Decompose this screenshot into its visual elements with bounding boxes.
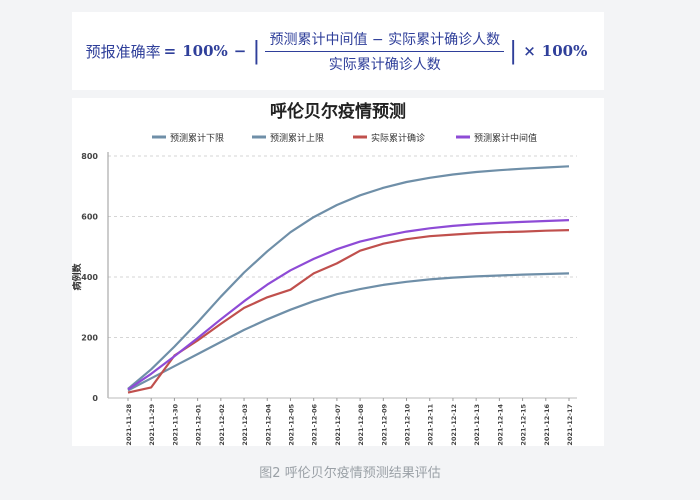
y-tick-label-800: 800 <box>81 152 98 161</box>
legend-label-2: 预测累计上限 <box>270 132 324 144</box>
formula-panel: 预报准确率 = 100% − | 预测累计中间值 − 实际累计确诊人数 实际累计… <box>72 12 604 90</box>
legend-label-3: 实际累计确诊 <box>371 132 425 144</box>
chart-panel: 呼伦贝尔疫情预测预测累计下限 预测累计上限 实际累计确诊 预测累计中间值 0 200 400… <box>72 98 604 446</box>
x-tick-label-3: 2021-11-30 <box>171 404 179 446</box>
chart-title: 呼伦贝尔疫情预测 <box>270 101 406 122</box>
series-line-3 <box>127 229 570 394</box>
x-tick-label-15: 2021-12-12 <box>450 404 458 446</box>
formula-numerator: 预测累计中间值 − 实际累计确诊人数 <box>265 29 505 52</box>
y-tick-label-400: 400 <box>81 273 98 282</box>
x-tick-label-16: 2021-12-13 <box>473 404 481 446</box>
x-tick-label-2: 2021-11-29 <box>148 404 156 446</box>
series-line-2 <box>127 165 570 390</box>
formula-equals: = <box>163 42 177 60</box>
x-tick-label-20: 2021-12-17 <box>566 404 574 446</box>
x-tick-label-7: 2021-12-04 <box>264 404 272 446</box>
legend-label-4: 预测累计中间值 <box>474 132 537 144</box>
x-tick-label-18: 2021-12-15 <box>520 404 528 446</box>
y-tick-label-600: 600 <box>81 213 98 222</box>
x-tick-label-6: 2021-12-03 <box>241 404 249 446</box>
series-line-1 <box>127 272 570 392</box>
formula-abs-left: | <box>252 37 261 65</box>
accuracy-formula: 预报准确率 = 100% − | 预测累计中间值 − 实际累计确诊人数 实际累计… <box>72 12 604 90</box>
x-tick-label-8: 2021-12-05 <box>287 404 295 446</box>
x-tick-label-1: 2021-11-28 <box>125 404 133 446</box>
x-tick-label-13: 2021-12-10 <box>404 404 412 446</box>
formula-lhs: 预报准确率 <box>85 42 161 61</box>
x-tick-label-19: 2021-12-16 <box>543 404 551 446</box>
figure-caption: 图2 呼伦贝尔疫情预测结果评估 <box>259 466 441 481</box>
y-axis-label: 病例数 <box>72 263 83 291</box>
formula-fraction: 预测累计中间值 − 实际累计确诊人数 实际累计确诊人数 <box>265 29 505 74</box>
x-tick-label-9: 2021-12-06 <box>311 404 319 446</box>
formula-denominator: 实际累计确诊人数 <box>328 56 441 73</box>
y-tick-label-200: 200 <box>81 334 98 343</box>
x-tick-label-12: 2021-12-09 <box>380 404 388 446</box>
x-tick-label-11: 2021-12-08 <box>357 404 365 446</box>
x-tick-label-14: 2021-12-11 <box>427 404 435 446</box>
formula-hundred-percent-2: 100% <box>541 42 588 60</box>
formula-hundred-percent: 100% <box>182 42 228 60</box>
legend-label-1: 预测累计下限 <box>170 132 224 144</box>
x-tick-label-5: 2021-12-02 <box>218 404 226 446</box>
x-tick-label-17: 2021-12-14 <box>496 404 504 446</box>
x-tick-label-4: 2021-12-01 <box>195 404 203 446</box>
formula-minus: − <box>233 42 247 60</box>
y-tick-label-0: 0 <box>92 394 98 403</box>
formula-times: × <box>523 42 536 60</box>
series-line-4 <box>127 219 570 391</box>
x-tick-label-10: 2021-12-07 <box>334 404 342 446</box>
formula-abs-right: | <box>509 37 518 65</box>
